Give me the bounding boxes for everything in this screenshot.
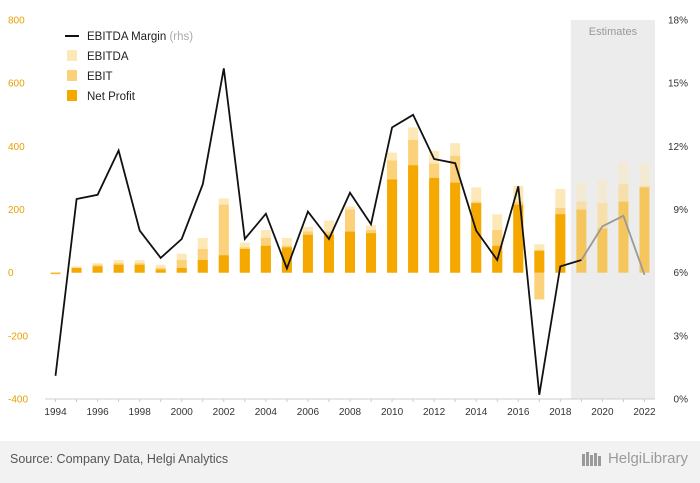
bar-net-profit	[239, 248, 250, 273]
bar-ebit	[597, 203, 608, 273]
x-tick-label: 2022	[633, 407, 656, 418]
y-left-tick-label: -400	[8, 395, 28, 406]
x-tick-label: 1996	[86, 407, 109, 418]
legend-rhs-suffix: (rhs)	[169, 31, 193, 43]
bar-net-profit	[134, 264, 145, 273]
legend-swatch-ebit	[67, 70, 77, 81]
bar-ebitda	[576, 182, 587, 273]
y-right-tick-label: 0%	[674, 395, 689, 406]
bar-net-profit	[281, 247, 292, 273]
legend-label-net-profit: Net Profit	[87, 91, 136, 103]
bar-ebit	[176, 260, 187, 273]
bar-net-profit	[555, 214, 566, 273]
bar-ebitda	[639, 163, 650, 273]
bar-net-profit	[345, 231, 355, 273]
bar-ebit	[218, 204, 229, 273]
estimates-band	[570, 20, 655, 399]
y-left-tick-label: 200	[8, 205, 25, 216]
y-right-tick-label: 6%	[674, 268, 689, 279]
bar-net-profit	[387, 179, 398, 273]
x-tick-label: 2008	[339, 407, 362, 418]
bar-net-profit	[450, 182, 461, 273]
bar-net-profit	[302, 234, 313, 273]
x-tick-label: 2018	[549, 407, 572, 418]
library-icon	[581, 451, 601, 466]
bar-net-profit	[92, 266, 103, 273]
x-tick-label: 1994	[44, 407, 67, 418]
y-right-tick-label: 15%	[668, 79, 688, 90]
y-left-tick-label: 400	[8, 142, 25, 153]
footer: Source: Company Data, Helgi Analytics He…	[0, 441, 700, 483]
y-left-tick-label: -200	[8, 331, 28, 342]
legend-swatch-ebitda	[67, 50, 77, 61]
chart: Estimates -400 -200 0 200 400 600 800 0% 3% 6% 9% 12…	[8, 16, 689, 419]
bar-net-profit	[155, 269, 166, 273]
legend-label-ebitda: EBITDA	[87, 51, 129, 63]
bar-net-profit	[366, 233, 377, 273]
bar-net-profit	[429, 177, 440, 273]
line-ebitda-margin-estimate	[580, 214, 646, 276]
bar-net-profit	[576, 209, 587, 273]
x-tick-label: 2020	[591, 407, 614, 418]
legend-label-ebit: EBIT	[87, 71, 113, 83]
x-tick-label: 2002	[213, 407, 236, 418]
x-tick-label: 2016	[507, 407, 530, 418]
y-left-tick-label: 0	[8, 268, 14, 279]
bar-ebit	[639, 185, 650, 273]
bar-net-profit	[408, 165, 419, 273]
bar-net-profit	[197, 260, 208, 273]
bar-net-profit	[323, 234, 334, 273]
bar-ebit	[534, 272, 545, 300]
bar-ebit	[576, 201, 587, 273]
x-tick-label: 2004	[255, 407, 278, 418]
bar-net-profit	[639, 187, 650, 273]
brand-logo[interactable]: HelgiLibrary	[581, 450, 688, 467]
bar-net-profit	[618, 201, 629, 273]
x-tick-label: 2012	[423, 407, 446, 418]
y-right-tick-label: 9%	[674, 205, 689, 216]
legend-swatch-net-profit	[67, 90, 77, 101]
line-ebitda-margin	[54, 68, 582, 395]
bar-net-profit	[71, 267, 82, 273]
y-left-tick-label: 600	[8, 79, 25, 90]
bar-net-profit	[260, 245, 271, 273]
estimates-label: Estimates	[589, 26, 638, 38]
bar-net-profit	[597, 228, 608, 273]
y-left-tick-label: 800	[8, 16, 25, 27]
x-tick-label: 1998	[129, 407, 152, 418]
bar-ebit	[618, 184, 629, 273]
bar-net-profit	[50, 272, 61, 274]
y-right-tick-label: 12%	[668, 142, 688, 153]
x-tick-label: 2010	[381, 407, 404, 418]
bar-net-profit	[113, 264, 124, 273]
bar-net-profit	[471, 203, 482, 273]
x-tick-label: 2014	[465, 407, 488, 418]
bar-net-profit	[534, 250, 545, 273]
x-tick-label: 2000	[171, 407, 194, 418]
source-note: Source: Company Data, Helgi Analytics	[10, 452, 229, 466]
x-tick-label: 2006	[297, 407, 320, 418]
brand-name: HelgiLibrary	[607, 450, 688, 467]
bar-net-profit	[218, 255, 229, 273]
bar-net-profit	[176, 267, 187, 273]
y-right-tick-label: 3%	[674, 331, 689, 342]
legend-label-ebitda-margin: EBITDA Margin (rhs)	[87, 31, 193, 43]
bar-net-profit	[513, 204, 524, 273]
y-right-tick-label: 18%	[668, 16, 688, 27]
